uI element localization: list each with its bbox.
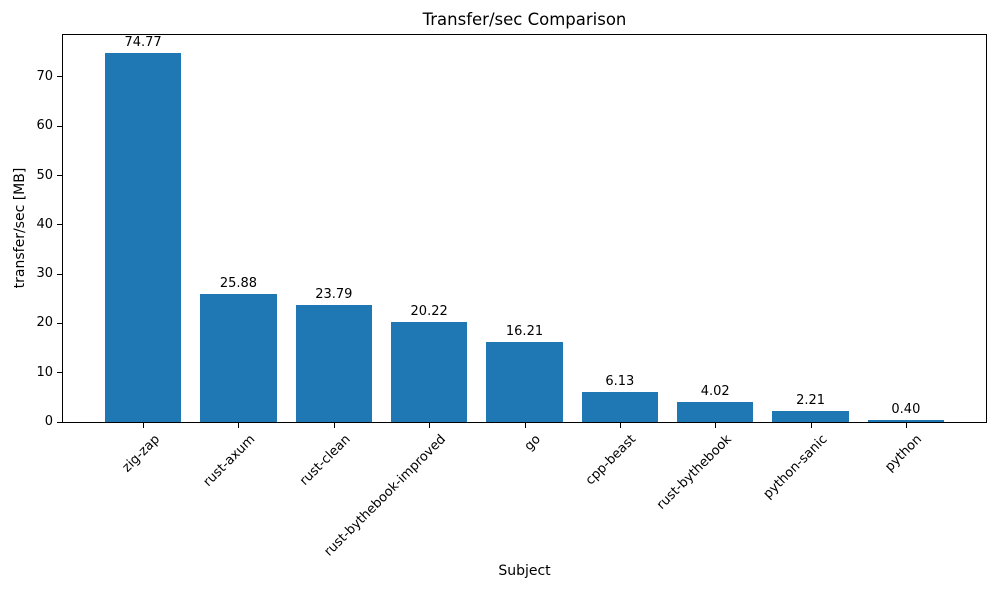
bar-value-label: 74.77 — [124, 35, 162, 51]
x-tick-mark — [238, 423, 240, 428]
y-tick-label: 70 — [36, 68, 53, 84]
y-tick-label: 60 — [36, 118, 53, 134]
x-tick-mark — [619, 423, 621, 428]
x-tick-mark — [810, 423, 812, 428]
bar-python-sanic — [772, 411, 849, 422]
y-tick-mark — [57, 76, 62, 78]
y-tick-label: 20 — [36, 315, 53, 331]
y-tick-label: 0 — [44, 414, 53, 429]
plot-area: 74.77 25.88 23.79 20.22 16.21 6.13 4.02 2.21 0.4… — [62, 34, 987, 423]
x-tick-label: rust-axum — [200, 432, 259, 490]
x-tick-mark — [429, 423, 431, 428]
x-tick-mark — [524, 423, 526, 428]
bars-layer: 74.77 25.88 23.79 20.22 16.21 6.13 4.02 2.21 0.4… — [63, 35, 986, 422]
y-tick-mark — [57, 421, 62, 423]
bar-zig-zap — [104, 53, 182, 422]
x-tick-label: rust-clean — [296, 432, 354, 489]
y-tick-label: 30 — [36, 266, 53, 282]
bar-cpp-beast — [581, 391, 658, 422]
bar-value-label: 16.21 — [505, 324, 544, 340]
x-tick-label: python-sanic — [760, 432, 831, 502]
x-tick-label: go — [522, 432, 545, 455]
x-tick-mark — [715, 423, 717, 428]
bar-value-label: 2.21 — [796, 393, 826, 409]
x-tick-label: rust-bythebook — [654, 432, 735, 513]
bar-rust-clean — [295, 304, 372, 422]
bar-value-label: 0.40 — [891, 402, 921, 418]
x-tick-mark — [333, 423, 335, 428]
bar-rust-bythebook — [677, 402, 754, 422]
y-tick-mark — [57, 372, 62, 374]
bar-rust-bythebook-improved — [391, 322, 468, 422]
bar-value-label: 6.13 — [605, 373, 635, 389]
x-tick-mark — [143, 423, 145, 428]
y-tick-label: 40 — [36, 216, 53, 232]
x-axis-label: Subject — [498, 563, 551, 579]
y-tick-mark — [57, 125, 62, 127]
bar-rust-axum — [200, 294, 277, 422]
x-tick-label: cpp-beast — [583, 432, 640, 489]
y-tick-mark — [57, 273, 62, 275]
y-tick-mark — [57, 224, 62, 226]
bar-value-label: 4.02 — [700, 384, 730, 400]
bar-value-label: 20.22 — [410, 304, 448, 320]
y-tick-label: 10 — [36, 364, 53, 380]
y-tick-label: 50 — [36, 167, 53, 183]
bar-python — [867, 420, 945, 422]
bar-value-label: 23.79 — [315, 286, 353, 302]
x-tick-mark — [905, 423, 907, 428]
y-tick-mark — [57, 175, 62, 176]
y-tick-mark — [57, 322, 62, 324]
bar-go — [486, 342, 563, 422]
x-tick-label: zig-zap — [119, 432, 163, 476]
bar-value-label: 25.88 — [219, 276, 258, 292]
chart-title: Transfer/sec Comparison — [422, 10, 627, 29]
x-tick-label: python — [882, 432, 926, 475]
